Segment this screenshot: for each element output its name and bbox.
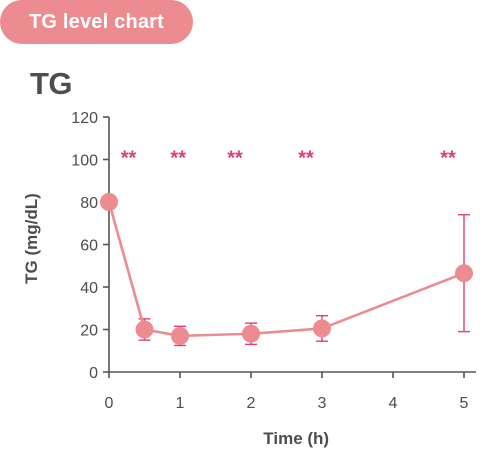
data-point	[171, 326, 189, 345]
data-point	[242, 324, 260, 343]
y-tick-label: 20	[80, 323, 98, 340]
y-tick-label: 40	[80, 280, 98, 297]
y-tick-label: 60	[80, 238, 98, 255]
x-tick-label: 4	[389, 395, 398, 412]
significance-marker: **	[440, 148, 456, 170]
significance-marker: **	[227, 148, 243, 170]
data-point	[455, 264, 473, 283]
significance-marker: **	[298, 148, 314, 170]
data-point	[313, 319, 331, 338]
x-tick-label: 3	[318, 395, 327, 412]
series-line	[107, 201, 465, 338]
data-point	[135, 320, 154, 339]
chart-title: TG	[30, 66, 73, 101]
x-axis-title: Time (h)	[263, 429, 329, 448]
chart-badge: TG level chart	[0, 0, 193, 44]
x-tick-label: 2	[247, 395, 256, 412]
y-tick-label: 120	[71, 110, 98, 127]
chart-badge-label: TG level chart	[28, 10, 165, 33]
significance-marker: **	[170, 148, 186, 170]
x-tick-label: 1	[176, 395, 185, 412]
x-tick-label: 5	[460, 395, 469, 412]
y-tick-label: 80	[80, 195, 98, 212]
y-tick-label: 100	[71, 153, 98, 170]
significance-marker: **	[121, 148, 137, 170]
x-tick-label: 0	[105, 395, 114, 412]
y-tick-label: 0	[89, 365, 98, 382]
data-point	[100, 193, 118, 211]
y-axis-title: TG (mg/dL)	[22, 193, 41, 284]
